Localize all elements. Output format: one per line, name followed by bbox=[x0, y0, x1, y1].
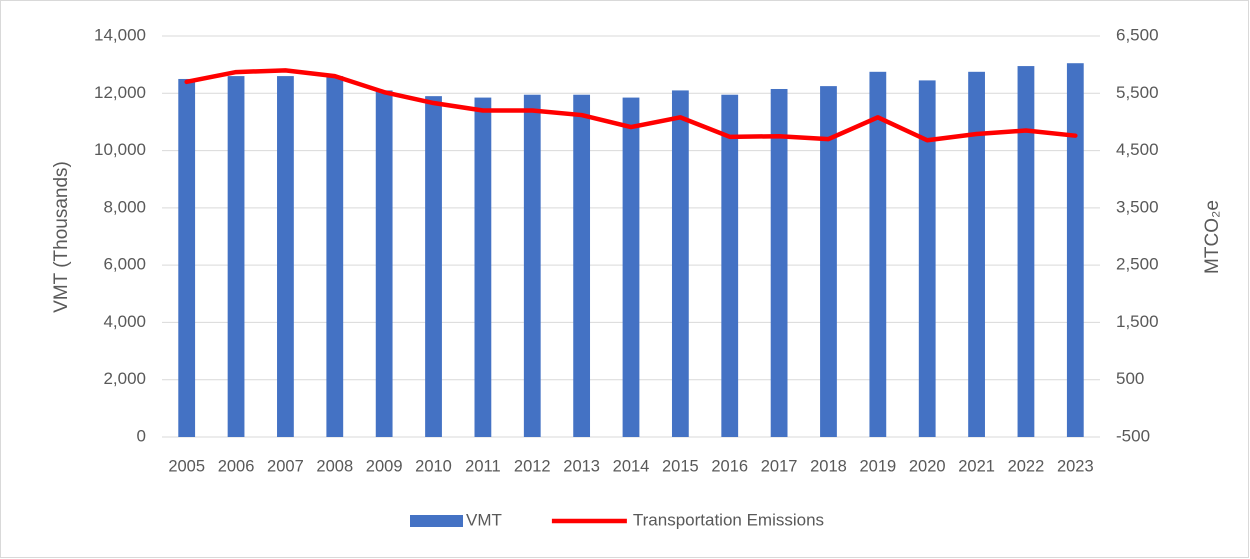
x-tick-label: 2017 bbox=[761, 457, 798, 475]
bar bbox=[820, 86, 837, 437]
y-tick-label: 8,000 bbox=[103, 197, 146, 216]
y2-tick-label: 2,500 bbox=[1116, 255, 1159, 274]
y-tick-label: 0 bbox=[137, 426, 146, 445]
y-tick-label: 6,000 bbox=[103, 255, 146, 274]
bar bbox=[671, 90, 689, 438]
bar bbox=[721, 94, 739, 437]
y-axis-label: VMT (Thousands) bbox=[51, 161, 72, 313]
y2-tick-label: 6,500 bbox=[1116, 25, 1159, 44]
legend-label: Transportation Emissions bbox=[633, 510, 824, 529]
y-tick-label: 2,000 bbox=[103, 369, 146, 388]
bar bbox=[770, 88, 788, 437]
x-tick-label: 2019 bbox=[859, 457, 896, 475]
x-tick-label: 2021 bbox=[958, 457, 995, 475]
x-tick-label: 2014 bbox=[613, 457, 650, 475]
x-tick-label: 2020 bbox=[909, 457, 946, 475]
bar bbox=[1066, 63, 1084, 437]
bar bbox=[1017, 66, 1035, 437]
bar bbox=[622, 97, 640, 437]
bar bbox=[178, 78, 196, 437]
bar bbox=[869, 71, 887, 437]
x-tick-label: 2018 bbox=[810, 457, 847, 475]
y2-tick-label: 4,500 bbox=[1116, 140, 1159, 159]
bar bbox=[918, 80, 936, 438]
x-tick-label: 2007 bbox=[267, 457, 304, 475]
bar bbox=[227, 76, 245, 437]
y-tick-label: 12,000 bbox=[94, 83, 146, 102]
x-tick-label: 2009 bbox=[366, 457, 403, 475]
x-tick-label: 2023 bbox=[1057, 457, 1094, 475]
x-tick-label: 2015 bbox=[662, 457, 699, 475]
x-tick-label: 2005 bbox=[168, 457, 205, 475]
y-tick-label: 14,000 bbox=[94, 25, 146, 44]
y2-tick-label: 1,500 bbox=[1116, 312, 1159, 331]
x-tick-label: 2013 bbox=[563, 457, 600, 475]
bar bbox=[573, 94, 591, 437]
y2-tick-label: 500 bbox=[1116, 369, 1144, 388]
bar bbox=[277, 76, 294, 437]
legend-label: VMT bbox=[466, 510, 502, 529]
bar bbox=[425, 96, 442, 438]
y-tick-label: 4,000 bbox=[103, 312, 146, 331]
x-tick-label: 2010 bbox=[415, 457, 452, 475]
legend-swatch bbox=[410, 515, 463, 527]
x-tick-label: 2008 bbox=[316, 457, 353, 475]
y-tick-label: 10,000 bbox=[94, 140, 146, 159]
y2-axis-label: MTCO₂e bbox=[1202, 200, 1223, 274]
x-tick-label: 2011 bbox=[465, 457, 500, 475]
line bbox=[184, 68, 1078, 143]
y2-tick-label: 5,500 bbox=[1116, 83, 1159, 102]
bar bbox=[968, 71, 985, 437]
x-tick-label: 2012 bbox=[514, 457, 551, 475]
bar bbox=[474, 97, 492, 437]
bar bbox=[326, 76, 344, 437]
bar bbox=[523, 94, 541, 437]
y2-tick-label: -500 bbox=[1116, 426, 1150, 445]
x-tick-label: 2006 bbox=[218, 457, 255, 475]
x-tick-label: 2022 bbox=[1008, 457, 1045, 475]
x-tick-label: 2016 bbox=[711, 457, 748, 475]
y2-tick-label: 3,500 bbox=[1116, 197, 1159, 216]
bar bbox=[375, 90, 393, 438]
